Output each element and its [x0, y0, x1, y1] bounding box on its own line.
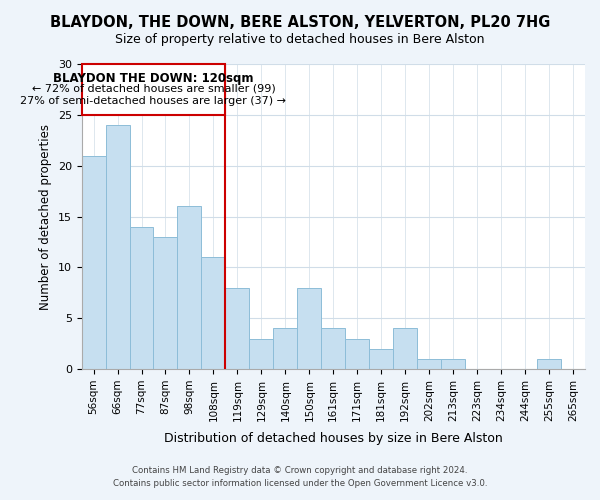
- Bar: [345, 338, 369, 369]
- Bar: [178, 206, 202, 369]
- Text: Contains HM Land Registry data © Crown copyright and database right 2024.
Contai: Contains HM Land Registry data © Crown c…: [113, 466, 487, 487]
- Bar: [393, 328, 417, 369]
- Bar: [298, 288, 321, 369]
- Bar: [537, 359, 561, 369]
- Bar: [250, 338, 274, 369]
- Bar: [202, 257, 226, 369]
- Text: BLAYDON, THE DOWN, BERE ALSTON, YELVERTON, PL20 7HG: BLAYDON, THE DOWN, BERE ALSTON, YELVERTO…: [50, 15, 550, 30]
- Bar: [417, 359, 441, 369]
- Text: Size of property relative to detached houses in Bere Alston: Size of property relative to detached ho…: [115, 32, 485, 46]
- Bar: [154, 237, 178, 369]
- Bar: [274, 328, 298, 369]
- Bar: [226, 288, 250, 369]
- Text: 27% of semi-detached houses are larger (37) →: 27% of semi-detached houses are larger (…: [20, 96, 286, 106]
- Bar: [441, 359, 465, 369]
- Bar: [321, 328, 345, 369]
- FancyBboxPatch shape: [82, 64, 226, 115]
- Bar: [82, 156, 106, 369]
- Bar: [130, 226, 154, 369]
- Text: ← 72% of detached houses are smaller (99): ← 72% of detached houses are smaller (99…: [32, 84, 275, 94]
- Bar: [369, 348, 393, 369]
- Y-axis label: Number of detached properties: Number of detached properties: [39, 124, 52, 310]
- Text: BLAYDON THE DOWN: 120sqm: BLAYDON THE DOWN: 120sqm: [53, 72, 254, 85]
- Bar: [106, 125, 130, 369]
- X-axis label: Distribution of detached houses by size in Bere Alston: Distribution of detached houses by size …: [164, 432, 503, 445]
